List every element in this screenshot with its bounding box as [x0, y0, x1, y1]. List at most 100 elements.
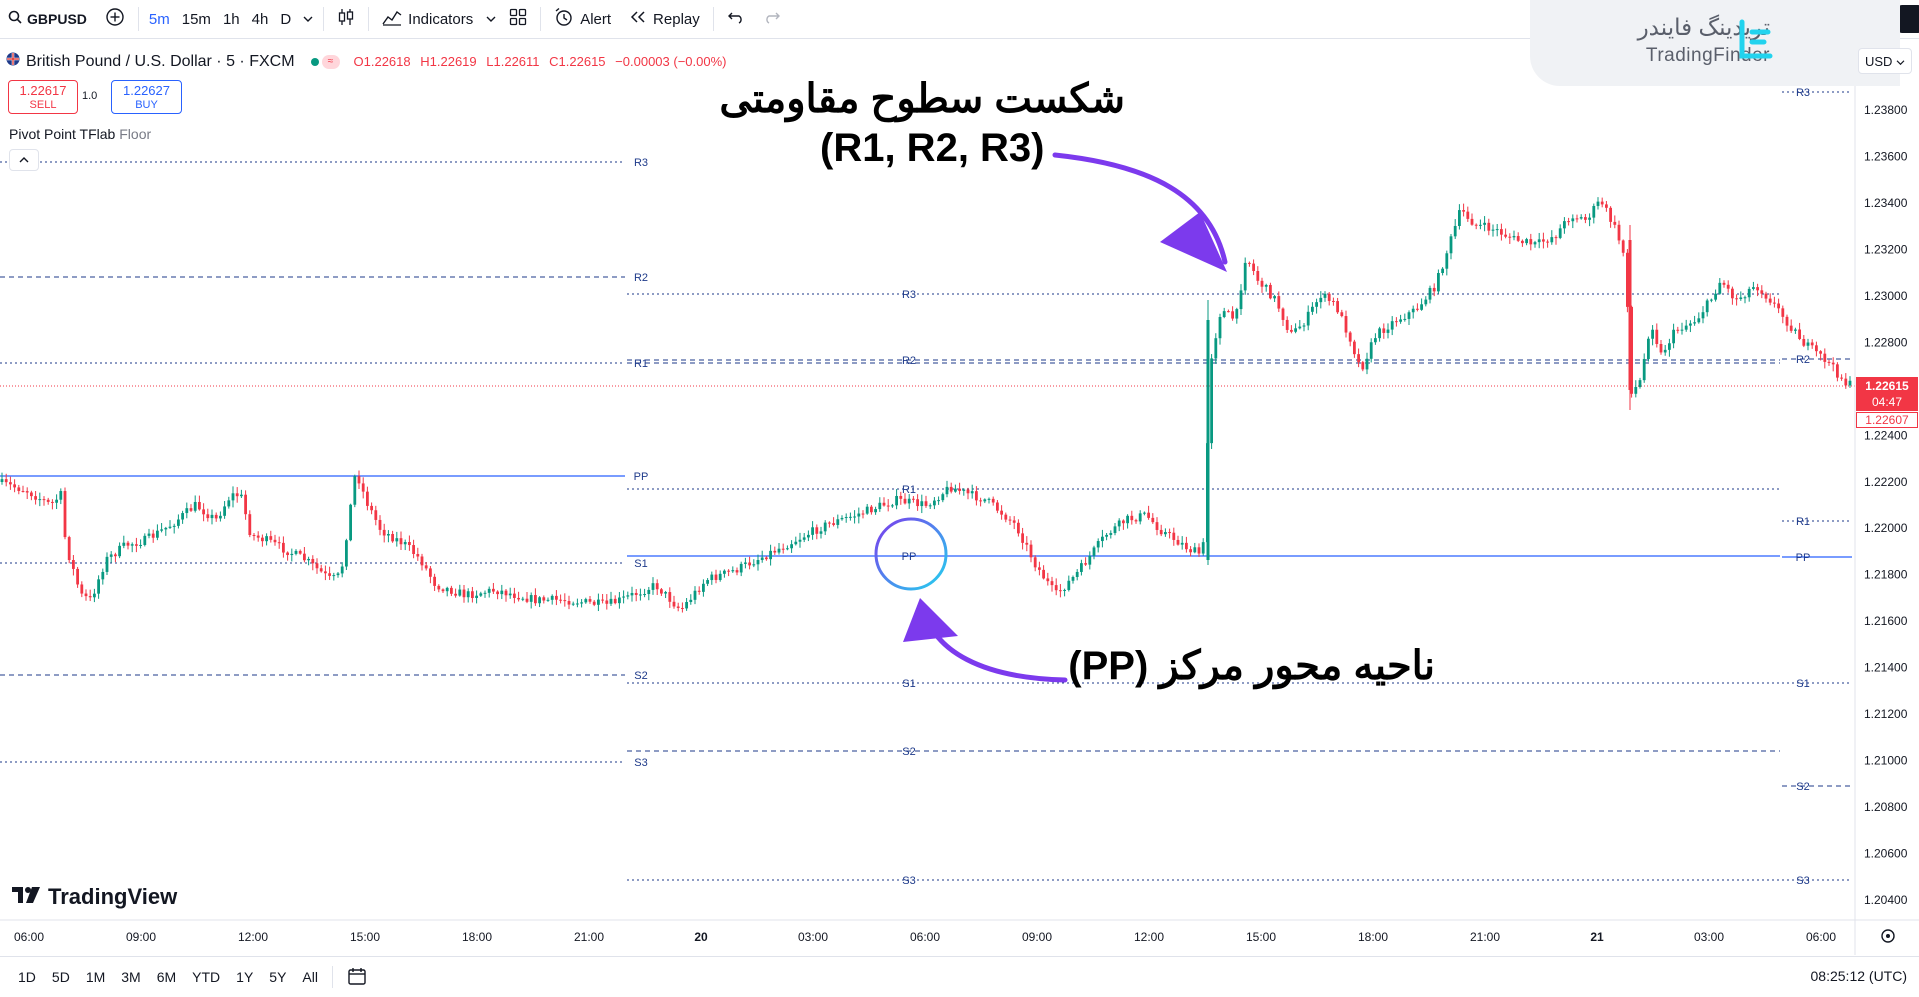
candle-body	[1634, 386, 1638, 394]
rewind-icon	[629, 10, 647, 28]
candle-body	[1021, 533, 1024, 543]
timeframe-5m[interactable]: 5m	[148, 10, 170, 28]
candle-body	[1487, 222, 1491, 231]
candle-body	[1185, 542, 1188, 550]
chart-type-button[interactable]	[328, 0, 364, 38]
alert-button[interactable]: Alert	[545, 0, 620, 38]
candle-body	[462, 589, 466, 598]
range-ytd[interactable]: YTD	[192, 969, 221, 985]
candle-body	[828, 522, 831, 524]
order-quantity[interactable]: 1.0	[82, 90, 98, 102]
candle-body	[1130, 515, 1134, 521]
candle-body	[1231, 311, 1234, 319]
range-5d[interactable]: 5D	[51, 969, 70, 985]
tradingview-mark-icon	[12, 884, 42, 910]
candle-body	[807, 534, 810, 538]
indicators-dropdown[interactable]	[482, 0, 500, 38]
candle-body	[1462, 210, 1465, 212]
candle-body	[1773, 302, 1776, 304]
time-tick-label: 20	[694, 930, 708, 944]
pivot-level-label: S1	[634, 558, 647, 570]
tradingfinder-logo-fa: تریدینگ فایندر	[1637, 14, 1770, 40]
undo-button[interactable]	[718, 0, 754, 38]
publish-button[interactable]	[1898, 5, 1919, 33]
goto-date-button[interactable]	[339, 966, 375, 989]
buy-button[interactable]: 1.22627 BUY	[111, 80, 182, 114]
indicator-name: Pivot Point TFlab	[9, 126, 116, 142]
candle-body	[1088, 555, 1092, 565]
candle-body	[1147, 512, 1150, 518]
compare-button[interactable]	[96, 0, 134, 38]
indicators-button[interactable]: Indicators	[373, 0, 482, 38]
chart-area[interactable]: R3 R2 R1 PP S1 S2 S3 R3 R2 R1 PP S1 S2 S3 R3 R2 R1 PP S1 S2…	[0, 39, 1919, 991]
sell-button[interactable]: 1.22617 SELL	[8, 80, 78, 114]
range-3m[interactable]: 3M	[121, 969, 141, 985]
market-status-dot	[310, 57, 319, 66]
candle-body	[471, 591, 474, 598]
candle-body	[861, 513, 865, 515]
candle-body	[1138, 513, 1142, 522]
candle-body	[521, 598, 525, 600]
candle-body	[1033, 557, 1037, 568]
candle-body	[1042, 569, 1045, 579]
candle-body	[151, 533, 155, 538]
candle-body	[1588, 217, 1591, 220]
candle-body	[874, 509, 877, 513]
candle-body	[819, 531, 823, 534]
replay-button[interactable]: Replay	[620, 0, 709, 38]
range-5y[interactable]: 5Y	[269, 969, 287, 985]
symbol-search-button[interactable]: GBPUSD	[0, 0, 96, 38]
range-all[interactable]: All	[302, 969, 318, 985]
toolbar-divider	[368, 7, 370, 31]
candle-body	[42, 499, 46, 501]
candle-body	[1239, 290, 1243, 310]
candle-body	[739, 563, 743, 573]
collapse-legend-button[interactable]	[9, 149, 39, 171]
timeframe-15m[interactable]: 15m	[181, 10, 211, 28]
candle-body	[51, 501, 54, 503]
tradingfinder-logo-en: TradingFinder	[1645, 45, 1770, 66]
candle-body	[1806, 342, 1810, 346]
candle-body	[882, 502, 886, 506]
candle-body	[80, 584, 84, 594]
timeframe-4h[interactable]: 4h	[251, 10, 269, 28]
candle-body	[277, 542, 281, 544]
redo-button[interactable]	[754, 0, 790, 38]
candle-body	[727, 570, 730, 572]
currency-selector[interactable]: USD	[1858, 48, 1912, 74]
candle-body	[769, 550, 772, 560]
timeframe-d[interactable]: D	[280, 10, 292, 28]
timeframe-1h[interactable]: 1h	[222, 10, 240, 28]
candle-body	[458, 589, 462, 596]
time-tick-label: 06:00	[14, 930, 44, 944]
timezone-clock[interactable]: 08:25:12 (UTC)	[1810, 968, 1907, 984]
candle-body	[886, 505, 890, 507]
candle-body	[139, 544, 142, 546]
candle-body	[1201, 542, 1205, 554]
candle-body	[1243, 262, 1247, 291]
pivot-level-label: S2	[1796, 781, 1809, 793]
candle-body	[391, 534, 394, 542]
candle-body	[1109, 533, 1113, 535]
indicator-legend[interactable]: Pivot Point TFlab Floor	[9, 126, 151, 142]
candle-body	[1369, 342, 1373, 359]
candle-body	[1474, 224, 1478, 226]
candle-body	[655, 583, 659, 590]
range-1y[interactable]: 1Y	[236, 969, 254, 985]
price-chart[interactable]: R3 R2 R1 PP S1 S2 S3 R3 R2 R1 PP S1 S2 S3 R3 R2 R1 PP S1 S2…	[0, 39, 1919, 991]
candle-body	[1567, 221, 1570, 223]
toolbar-divider	[331, 966, 333, 988]
candle-body	[109, 554, 113, 557]
resistance-arrow	[1052, 152, 1228, 265]
candle-body	[1752, 287, 1755, 289]
candle-body	[550, 595, 554, 600]
layouts-button[interactable]	[500, 0, 536, 38]
range-1m[interactable]: 1M	[85, 969, 106, 985]
candle-body	[1235, 309, 1239, 319]
range-1d[interactable]: 1D	[18, 969, 36, 985]
range-6m[interactable]: 6M	[156, 969, 177, 985]
timeframe-dropdown[interactable]	[297, 0, 319, 38]
candle-body	[130, 544, 134, 546]
candle-body	[1705, 300, 1709, 313]
candle-body	[1680, 329, 1684, 331]
